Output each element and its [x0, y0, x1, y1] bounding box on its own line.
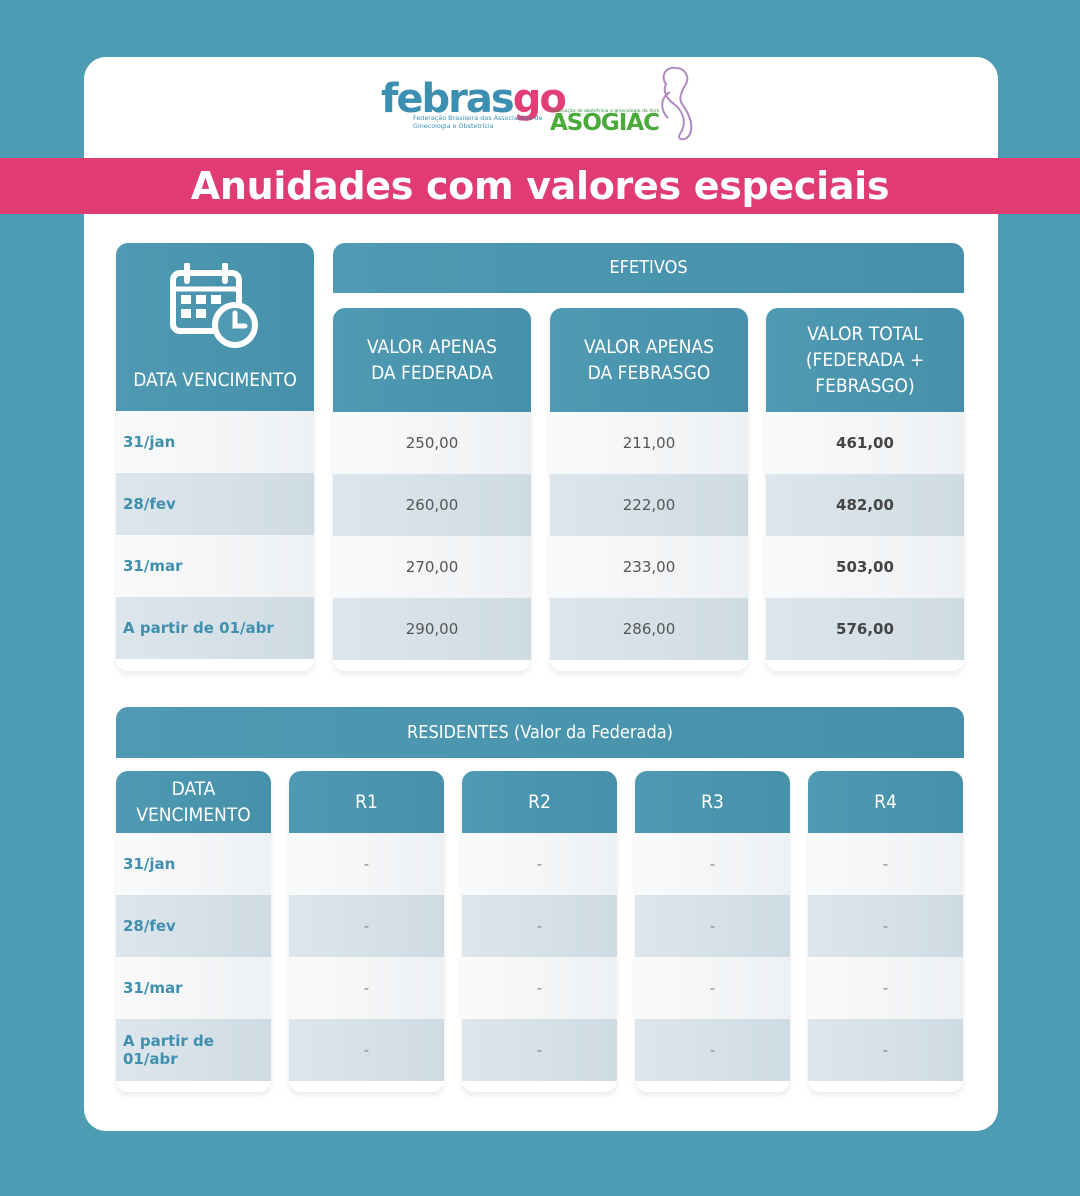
residentes-value-cell: -	[808, 957, 963, 1019]
residentes-value-cell: -	[289, 833, 444, 895]
residentes-col-header: R1	[289, 771, 444, 833]
residentes-value-cell: -	[808, 833, 963, 895]
efetivos-date-column: DATA VENCIMENTO 31/jan 28/fev 31/mar A p…	[116, 243, 314, 671]
residentes-value-cell: -	[635, 957, 790, 1019]
febrasgo-logo-word-b: go	[512, 76, 567, 122]
efetivos-value-cell: 260,00	[333, 474, 531, 536]
residentes-section-header: RESIDENTES (Valor da Federada)	[116, 707, 964, 758]
efetivos-date-header-label: DATA VENCIMENTO	[133, 369, 297, 391]
residentes-col-header: R2	[462, 771, 617, 833]
residentes-r4-column: R4 - - - -	[808, 771, 963, 1092]
residentes-value-cell: -	[462, 895, 617, 957]
residentes-r3-column: R3 - - - -	[635, 771, 790, 1092]
efetivos-col-header: VALOR TOTAL (FEDERADA + FEBRASGO)	[766, 308, 964, 412]
residentes-value-cell: -	[289, 895, 444, 957]
residentes-r1-column: R1 - - - -	[289, 771, 444, 1092]
efetivos-value-cell: 233,00	[550, 536, 748, 598]
asogiac-tagline: Associação de obstetrícia e ginecologia …	[550, 107, 660, 114]
efetivos-federada-column: VALOR APENAS DA FEDERADA 250,00 260,00 2…	[333, 308, 531, 671]
efetivos-total-cell: 482,00	[766, 474, 964, 536]
efetivos-title: EFETIVOS	[609, 257, 688, 278]
residentes-r2-column: R2 - - - -	[462, 771, 617, 1092]
residentes-value-cell: -	[808, 895, 963, 957]
asogiac-logo: Associação de obstetrícia e ginecologia …	[550, 66, 693, 141]
efetivos-value-cell: 222,00	[550, 474, 748, 536]
efetivos-col-header: VALOR APENAS DA FEDERADA	[333, 308, 531, 412]
residentes-value-cell: -	[635, 895, 790, 957]
efetivos-date-cell: 31/mar	[116, 535, 314, 597]
residentes-title: RESIDENTES (Valor da Federada)	[406, 721, 673, 743]
residentes-value-cell: -	[635, 1019, 790, 1081]
residentes-value-cell: -	[289, 957, 444, 1019]
residentes-col-header: R4	[808, 771, 963, 833]
efetivos-section-header: EFETIVOS	[333, 243, 964, 293]
residentes-date-cell: 31/jan	[116, 833, 271, 895]
febrasgo-logo-word-a: febras	[381, 76, 515, 122]
residentes-date-header: DATA VENCIMENTO	[116, 771, 271, 833]
febrasgo-logo-subtitle: Federação Brasileira das Associações de …	[413, 114, 543, 130]
efetivos-col-header: VALOR APENAS DA FEBRASGO	[550, 308, 748, 412]
efetivos-value-cell: 290,00	[333, 598, 531, 660]
page-title: Anuidades com valores especiais	[190, 164, 890, 208]
calendar-clock-icon	[170, 263, 258, 348]
residentes-value-cell: -	[462, 957, 617, 1019]
title-banner: Anuidades com valores especiais	[0, 158, 1080, 214]
residentes-value-cell: -	[289, 1019, 444, 1081]
residentes-date-column: DATA VENCIMENTO 31/jan 28/fev 31/mar A p…	[116, 771, 271, 1092]
residentes-value-cell: -	[462, 1019, 617, 1081]
efetivos-total-cell: 461,00	[766, 412, 964, 474]
efetivos-date-cell: 31/jan	[116, 411, 314, 473]
febrasgo-logo: febrasgo Federação Brasileira das Associ…	[381, 76, 567, 136]
residentes-date-cell: A partir de 01/abr	[116, 1019, 271, 1081]
residentes-date-cell: 28/fev	[116, 895, 271, 957]
efetivos-febrasgo-column: VALOR APENAS DA FEBRASGO 211,00 222,00 2…	[550, 308, 748, 671]
residentes-value-cell: -	[462, 833, 617, 895]
residentes-value-cell: -	[635, 833, 790, 895]
efetivos-value-cell: 211,00	[550, 412, 748, 474]
efetivos-total-cell: 503,00	[766, 536, 964, 598]
efetivos-date-cell: 28/fev	[116, 473, 314, 535]
efetivos-total-column: VALOR TOTAL (FEDERADA + FEBRASGO) 461,00…	[766, 308, 964, 671]
efetivos-date-header: DATA VENCIMENTO	[116, 243, 314, 411]
efetivos-value-cell: 270,00	[333, 536, 531, 598]
efetivos-value-cell: 286,00	[550, 598, 748, 660]
residentes-col-header: R3	[635, 771, 790, 833]
asogiac-name: ASOGIAC	[550, 110, 659, 136]
residentes-date-cell: 31/mar	[116, 957, 271, 1019]
residentes-value-cell: -	[808, 1019, 963, 1081]
efetivos-total-cell: 576,00	[766, 598, 964, 660]
efetivos-date-cell: A partir de 01/abr	[116, 597, 314, 659]
efetivos-value-cell: 250,00	[333, 412, 531, 474]
